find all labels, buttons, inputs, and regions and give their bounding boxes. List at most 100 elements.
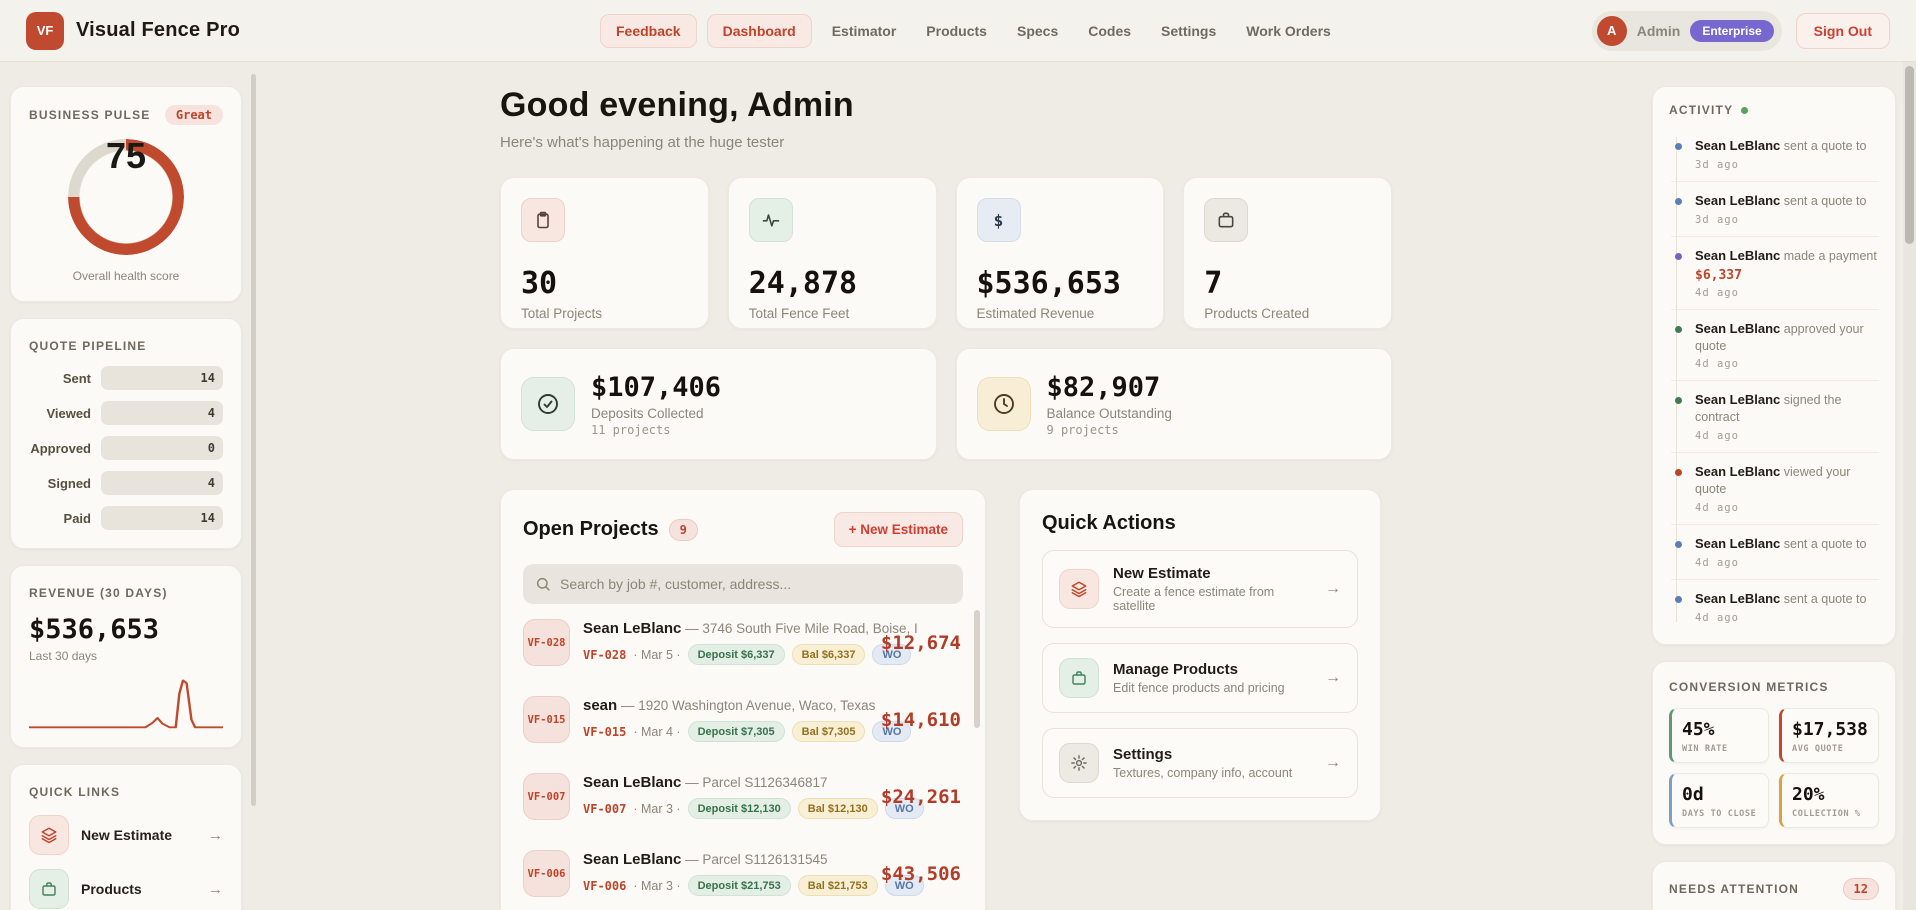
activity-feed: Sean LeBlanc sent a quote to 3d ago Sean L…	[1669, 127, 1879, 634]
quick-action-settings[interactable]: Settings Textures, company info, account →	[1042, 728, 1358, 798]
pipeline-row-sent: Sent 14	[29, 366, 223, 390]
needs-attention-panel: NEEDS ATTENTION 12 Sean LeBlancSent 5 da…	[1652, 860, 1896, 910]
project-id: VF-015	[583, 724, 627, 739]
metric-value: 45%	[1682, 718, 1715, 740]
project-id-badge: VF-006	[523, 850, 570, 897]
quick-action-subtitle: Edit fence products and pricing	[1113, 681, 1285, 695]
app-logo: VF	[26, 11, 64, 50]
quick-link-products[interactable]: Products →	[29, 869, 223, 909]
project-row[interactable]: VF-015 sean — 1920 Washington Avenue, Wac…	[523, 681, 963, 758]
balance-pill: Bal $12,130	[797, 798, 878, 819]
quick-action-manage-products[interactable]: Manage Products Edit fence products and p…	[1042, 643, 1358, 713]
project-row[interactable]: VF-006 Sean LeBlanc — Parcel S1126131545 V…	[523, 835, 963, 910]
stat-label: Total Projects	[521, 306, 603, 321]
metric-value: 20%	[1792, 783, 1825, 805]
gear-icon	[1070, 754, 1088, 772]
sidebar-scrollbar[interactable]	[251, 74, 256, 806]
revenue-caption: Last 30 days	[29, 649, 98, 663]
project-customer-address: Sean LeBlanc — 3746 South Five Mile Road…	[583, 620, 918, 637]
user-menu[interactable]: A Admin Enterprise	[1591, 10, 1782, 51]
metric-avg-quote: $17,538 AVG QUOTE	[1779, 707, 1879, 763]
activity-time: 4d ago	[1695, 611, 1739, 624]
metric-collection-: 20% COLLECTION %	[1779, 772, 1879, 828]
work-order-pill: WO	[884, 798, 924, 819]
nav-item-specs[interactable]: Specs	[1007, 15, 1068, 47]
pipeline-label: Signed	[47, 475, 91, 491]
activity-item: Sean LeBlanc sent a quote to 3d ago	[1671, 127, 1879, 182]
activity-amount: $6,337	[1695, 267, 1742, 283]
activity-item: Sean LeBlanc viewed your quote 4d ago	[1671, 453, 1879, 525]
deposit-pill: Deposit $12,130	[687, 798, 791, 819]
main-content: Good evening, Admin Here's what's happen…	[500, 86, 1392, 910]
header-right-cluster: A Admin Enterprise Sign Out	[1591, 10, 1890, 51]
project-search	[523, 564, 963, 604]
briefcase-icon	[1216, 210, 1236, 230]
money-label: Deposits Collected	[591, 405, 704, 421]
stat-card-estimated-revenue: $ $536,653 Estimated Revenue	[955, 177, 1165, 329]
nav-item-settings[interactable]: Settings	[1151, 15, 1226, 47]
dollar-icon: $	[993, 210, 1004, 230]
project-customer-address: sean — 1920 Washington Avenue, Waco, Tex…	[583, 697, 876, 714]
window-scrollbar-thumb[interactable]	[1905, 66, 1914, 244]
pipeline-track: 14	[101, 366, 223, 390]
pipeline-label: Sent	[62, 370, 91, 386]
activity-text: Sean LeBlanc sent a quote to	[1695, 590, 1867, 606]
nav-item-estimator[interactable]: Estimator	[822, 15, 907, 47]
activity-time: 3d ago	[1695, 213, 1739, 226]
project-id-badge: VF-015	[523, 696, 570, 743]
nav-item-products[interactable]: Products	[916, 15, 997, 47]
project-price: $24,261	[880, 785, 961, 808]
project-id: VF-006	[583, 878, 627, 893]
pipeline-value: 4	[207, 406, 215, 420]
activity-dot-icon	[1675, 197, 1682, 205]
activity-text: Sean LeBlanc viewed your quote	[1695, 464, 1851, 496]
project-customer-address: Sean LeBlanc — Parcel S1126131545	[583, 851, 828, 868]
stat-value: 30	[521, 266, 558, 301]
project-date: · Mar 5 ·	[633, 647, 681, 662]
health-score: 75	[105, 135, 147, 176]
activity-timeline-line	[1676, 137, 1677, 622]
pipeline-track: 4	[101, 471, 223, 495]
stat-value: $536,653	[976, 266, 1122, 301]
left-sidebar: BUSINESS PULSE Great 75 Overall health s…	[10, 86, 242, 910]
arrow-right-icon: →	[1325, 754, 1341, 771]
project-row[interactable]: VF-007 Sean LeBlanc — Parcel S1126346817 V…	[523, 758, 963, 835]
activity-text: Sean LeBlanc sent a quote to	[1695, 535, 1867, 551]
nav-item-work-orders[interactable]: Work Orders	[1236, 15, 1341, 47]
quick-action-new-estimate[interactable]: New Estimate Create a fence estimate from…	[1042, 550, 1358, 628]
project-price: $14,610	[880, 708, 961, 731]
metric-win-rate: 45% WIN RATE	[1669, 707, 1769, 763]
metric-label: WIN RATE	[1682, 743, 1728, 754]
activity-time: 4d ago	[1695, 501, 1739, 514]
health-gauge-ring	[68, 139, 184, 255]
project-list-scrollbar[interactable]	[974, 610, 980, 728]
sign-out-button[interactable]: Sign Out	[1795, 12, 1890, 49]
activity-time: 4d ago	[1695, 556, 1739, 569]
stat-value: 7	[1204, 266, 1223, 301]
revenue-card: REVENUE (30 DAYS) $536,653 Last 30 days	[10, 565, 242, 748]
project-row[interactable]: VF-028 Sean LeBlanc — 3746 South Five Mil…	[523, 604, 963, 681]
nav-item-dashboard[interactable]: Dashboard	[706, 13, 812, 48]
metric-value: $17,538	[1792, 718, 1868, 740]
nav-item-feedback[interactable]: Feedback	[600, 13, 697, 48]
conversion-metrics-panel: CONVERSION METRICS 45% WIN RATE $17,538 AVG…	[1652, 660, 1896, 845]
nav-item-codes[interactable]: Codes	[1078, 15, 1141, 47]
activity-item: Sean LeBlanc sent a quote to 4d ago	[1671, 580, 1879, 634]
new-estimate-button[interactable]: + New Estimate	[833, 512, 963, 547]
pipeline-value: 4	[207, 476, 215, 490]
money-value: $107,406	[591, 371, 722, 403]
pipeline-value: 14	[200, 511, 215, 525]
stat-label: Total Fence Feet	[748, 306, 850, 321]
clipboard-icon	[533, 210, 553, 230]
activity-dot-icon	[1675, 143, 1682, 150]
quick-actions-title: Quick Actions	[1042, 512, 1176, 534]
activity-dot-icon	[1675, 252, 1682, 260]
page-greeting: Good evening, Admin	[500, 86, 854, 124]
project-price: $43,506	[880, 862, 961, 885]
activity-text: Sean LeBlanc made a payment	[1695, 247, 1877, 263]
activity-dot-icon	[1675, 469, 1682, 477]
briefcase-icon	[40, 880, 58, 898]
quick-link-new-estimate[interactable]: New Estimate →	[29, 815, 223, 855]
project-search-input[interactable]	[560, 576, 951, 592]
search-icon	[535, 576, 551, 592]
